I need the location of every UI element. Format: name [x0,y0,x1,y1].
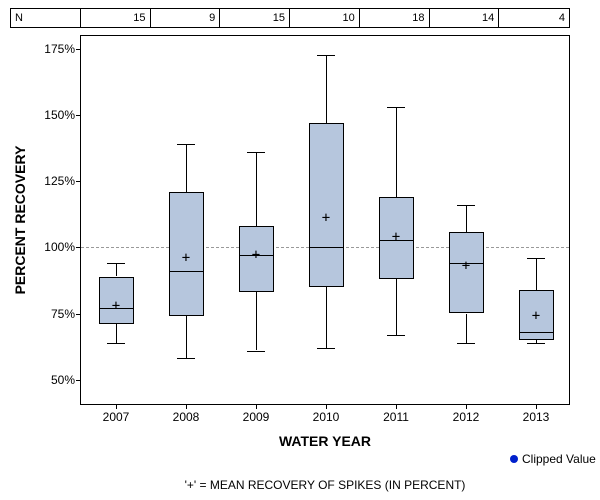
whisker-upper [396,107,397,197]
whisker-upper [536,258,537,290]
median-line [169,271,204,272]
x-tick-label: 2010 [313,410,340,424]
y-tick-label: 175% [44,42,75,56]
whisker-lower [186,316,187,358]
n-table-value: 15 [81,9,151,27]
x-tick-mark [466,404,467,409]
mean-marker: + [462,259,470,273]
whisker-upper [186,144,187,192]
mean-marker: + [322,211,330,225]
mean-marker: + [252,248,260,262]
whisker-cap-upper [107,263,125,264]
n-table-value: 9 [151,9,221,27]
whisker-cap-upper [317,55,335,56]
whisker-upper [326,55,327,124]
whisker-cap-lower [317,348,335,349]
y-tick-mark [76,49,81,50]
mean-marker: + [532,309,540,323]
x-tick-mark [536,404,537,409]
mean-marker: + [182,251,190,265]
x-tick-label: 2012 [453,410,480,424]
y-tick-label: 100% [44,240,75,254]
n-table-label: N [11,9,81,27]
whisker-lower [396,279,397,335]
x-tick-mark [116,404,117,409]
plot-area: 50%75%100%125%150%175%200720082009201020… [80,35,570,405]
whisker-upper [116,263,117,276]
whisker-cap-lower [177,358,195,359]
legend: Clipped Value [510,452,596,466]
clipped-value-marker-icon [510,455,518,463]
x-tick-mark [256,404,257,409]
whisker-cap-lower [527,343,545,344]
y-tick-mark [76,314,81,315]
x-axis-title: WATER YEAR [279,433,371,449]
y-axis-title: PERCENT RECOVERY [12,146,28,295]
median-line [309,247,344,248]
x-tick-mark [396,404,397,409]
y-tick-label: 75% [51,307,75,321]
n-table-value: 10 [290,9,360,27]
x-tick-label: 2011 [383,410,409,424]
mean-marker: + [392,230,400,244]
n-table-value: 15 [220,9,290,27]
y-tick-mark [76,380,81,381]
whisker-lower [116,324,117,343]
n-table-value: 14 [430,9,500,27]
box [309,123,344,287]
whisker-cap-upper [177,144,195,145]
x-tick-mark [326,404,327,409]
mean-marker: + [112,299,120,313]
footer-note: '+' = MEAN RECOVERY OF SPIKES (IN PERCEN… [185,478,466,492]
whisker-upper [466,205,467,231]
whisker-cap-upper [387,107,405,108]
whisker-lower [326,287,327,348]
y-tick-label: 125% [44,174,75,188]
whisker-cap-lower [107,343,125,344]
boxplot-chart: N159151018144 50%75%100%125%150%175%2007… [0,0,600,500]
x-tick-label: 2008 [173,410,200,424]
whisker-lower [256,292,257,350]
n-count-table: N159151018144 [10,8,570,28]
x-tick-label: 2013 [523,410,550,424]
whisker-cap-lower [387,335,405,336]
whisker-lower [466,314,467,343]
median-line [519,332,554,333]
whisker-cap-upper [457,205,475,206]
whisker-cap-lower [457,343,475,344]
legend-label: Clipped Value [522,452,596,466]
y-tick-mark [76,181,81,182]
whisker-cap-upper [527,258,545,259]
n-table-value: 4 [499,9,569,27]
x-tick-mark [186,404,187,409]
x-tick-label: 2009 [243,410,270,424]
whisker-cap-upper [247,152,265,153]
y-tick-mark [76,115,81,116]
y-tick-label: 150% [44,108,75,122]
whisker-upper [256,152,257,226]
whisker-cap-lower [247,351,265,352]
y-tick-label: 50% [51,373,75,387]
x-tick-label: 2007 [103,410,130,424]
n-table-value: 18 [360,9,430,27]
